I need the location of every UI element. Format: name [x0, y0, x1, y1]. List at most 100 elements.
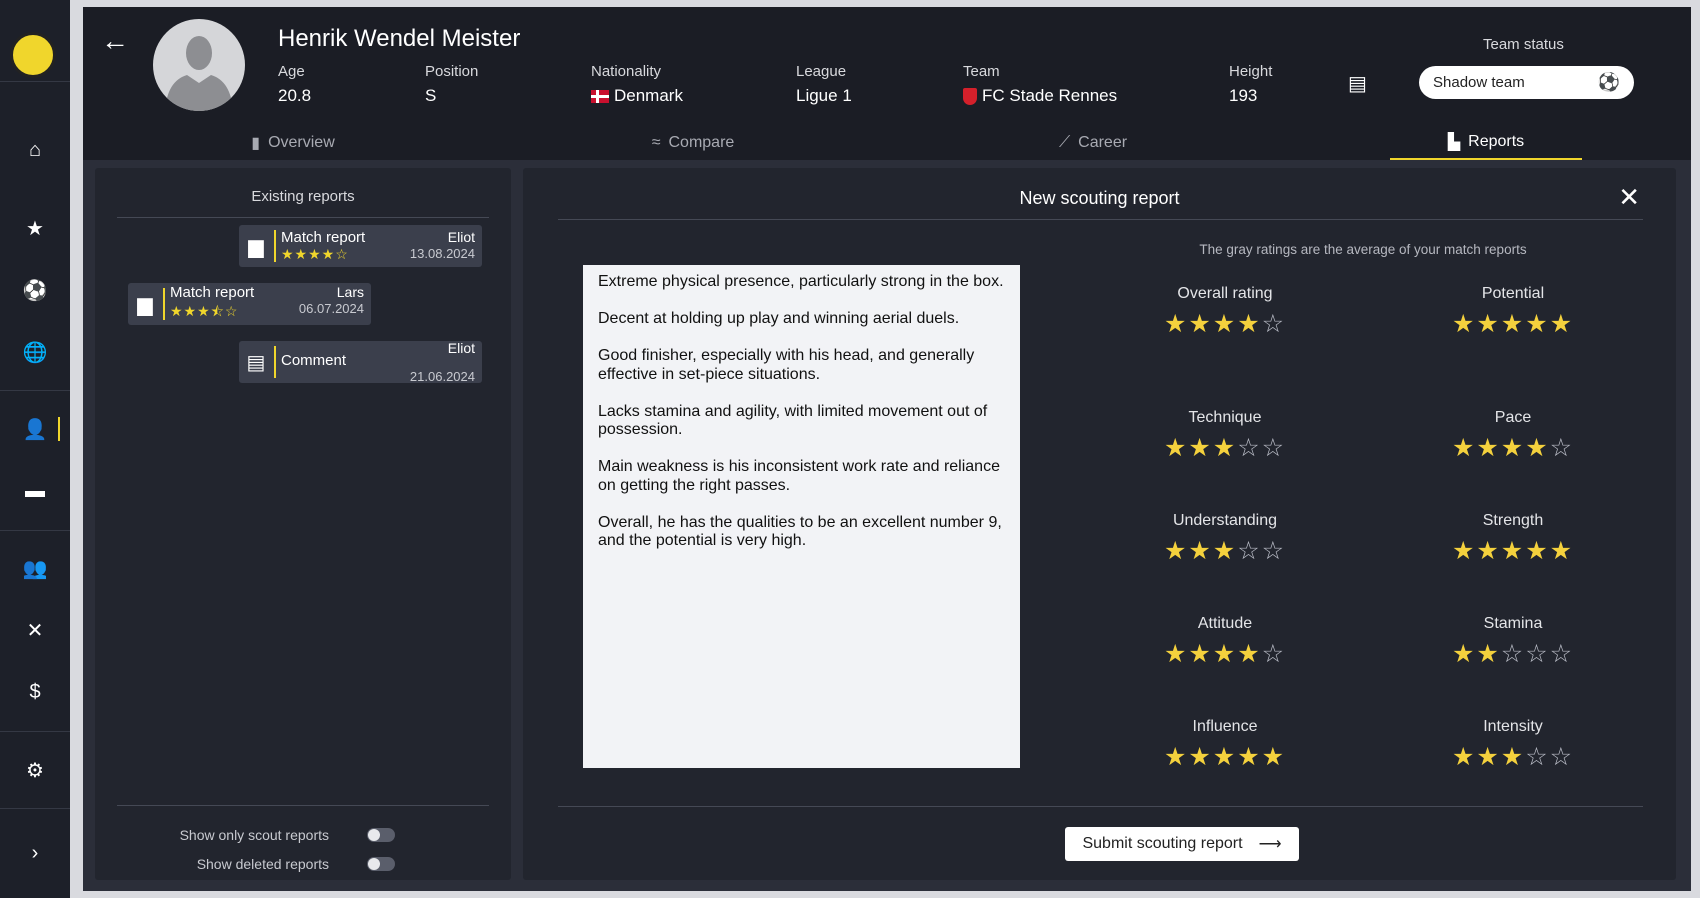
toggle-switch[interactable] — [367, 857, 395, 871]
star-icon[interactable]: ☆ — [1525, 743, 1550, 771]
star-icon[interactable]: ☆ — [1261, 640, 1287, 668]
star-icon: ★ — [26, 217, 44, 240]
report-stars: ★★★★☆ — [281, 246, 349, 262]
tab-career[interactable]: ⟋ Career — [993, 125, 1193, 160]
star-icon[interactable]: ★ — [1476, 434, 1501, 462]
field-league: League Ligue 1 — [796, 63, 852, 106]
star-icon[interactable]: ★ — [1188, 434, 1213, 462]
star-icon[interactable]: ★ — [1188, 537, 1213, 565]
star-icon[interactable]: ☆ — [1525, 640, 1550, 668]
star-icon[interactable]: ★ — [1212, 310, 1238, 338]
star-rating[interactable]: ★★★★☆ — [1105, 639, 1345, 669]
rating-technique: Technique ★★★☆☆ — [1105, 409, 1345, 463]
star-icon[interactable]: ★ — [1451, 743, 1477, 771]
sidebar-item-star[interactable]: ★ — [0, 208, 70, 248]
back-arrow-icon[interactable]: ← — [101, 25, 129, 56]
sidebar-item-home[interactable]: ⌂ — [0, 130, 70, 170]
star-icon[interactable]: ★ — [1188, 310, 1213, 338]
star-icon[interactable]: ★ — [1476, 537, 1501, 565]
star-icon[interactable]: ☆ — [1237, 537, 1262, 565]
star-icon[interactable]: ★ — [1212, 640, 1238, 668]
star-icon[interactable]: ★ — [1451, 310, 1477, 338]
star-icon[interactable]: ★ — [1549, 310, 1575, 338]
star-icon[interactable]: ★ — [1212, 434, 1238, 462]
star-icon[interactable]: ★ — [1451, 434, 1477, 462]
star-icon[interactable]: ★ — [1525, 434, 1550, 462]
star-icon[interactable]: ☆ — [1549, 434, 1575, 462]
star-rating[interactable]: ★★★☆☆ — [1105, 536, 1345, 566]
star-icon[interactable]: ★ — [1476, 310, 1501, 338]
star-rating[interactable]: ★★★★★ — [1393, 309, 1633, 339]
trend-icon: ⟋ — [1058, 133, 1071, 151]
star-icon[interactable]: ★ — [1237, 743, 1262, 771]
tab-label: Overview — [268, 133, 335, 151]
star-icon[interactable]: ★ — [1500, 537, 1526, 565]
star-icon[interactable]: ★ — [1549, 537, 1575, 565]
star-icon[interactable]: ★ — [1163, 310, 1189, 338]
star-icon[interactable]: ★ — [1525, 537, 1550, 565]
star-icon[interactable]: ☆ — [1549, 640, 1575, 668]
star-icon[interactable]: ★ — [1500, 434, 1526, 462]
star-icon[interactable]: ★ — [1451, 537, 1477, 565]
star-rating[interactable]: ★★★★★ — [1105, 742, 1345, 772]
star-rating[interactable]: ★★★☆☆ — [1393, 742, 1633, 772]
report-list-item[interactable]: ▤ Comment Eliot 21.06.2024 — [239, 340, 482, 384]
sidebar-item-dollar[interactable]: $ — [0, 672, 70, 712]
star-icon[interactable]: ★ — [1237, 640, 1262, 668]
sidebar-item-globe[interactable]: 🌐 — [0, 332, 70, 372]
star-icon[interactable]: ★ — [1261, 743, 1287, 771]
star-icon[interactable]: ★ — [1525, 310, 1550, 338]
report-list-item[interactable]: ▆ Match report Eliot ★★★★☆ 13.08.2024 — [239, 225, 482, 267]
sidebar-item-folder[interactable]: ▬ — [0, 471, 70, 511]
gear-icon: ⚙ — [26, 759, 44, 782]
star-icon[interactable]: ☆ — [1261, 537, 1287, 565]
report-list-item[interactable]: ▆ Match report Lars ★★★⯪☆ 06.07.2024 — [128, 283, 371, 325]
star-icon[interactable]: ★ — [1500, 743, 1526, 771]
star-rating[interactable]: ★★★★★ — [1393, 536, 1633, 566]
star-icon[interactable]: ☆ — [1261, 310, 1287, 338]
documents-icon[interactable]: ▤ — [1348, 73, 1367, 95]
star-icon[interactable]: ☆ — [1237, 434, 1262, 462]
star-icon[interactable]: ★ — [1476, 640, 1501, 668]
star-icon[interactable]: ★ — [1163, 743, 1189, 771]
tab-reports[interactable]: ▙ Reports — [1390, 125, 1582, 160]
field-value[interactable]: Ligue 1 — [796, 86, 852, 105]
star-icon[interactable]: ☆ — [1549, 743, 1575, 771]
submit-report-button[interactable]: Submit scouting report ⟶ — [1065, 827, 1299, 861]
star-rating[interactable]: ★★★★☆ — [1393, 433, 1633, 463]
star-icon[interactable]: ★ — [1451, 640, 1477, 668]
sidebar-item-football[interactable]: ⚽ — [0, 270, 70, 310]
star-rating[interactable]: ★★★★☆ — [1105, 309, 1345, 339]
field-nationality: Nationality Denmark — [591, 63, 683, 106]
star-icon[interactable]: ★ — [1188, 743, 1213, 771]
star-icon[interactable]: ★ — [1476, 743, 1501, 771]
comment-icon: ▤ — [246, 351, 266, 374]
sidebar-item-gear[interactable]: ⚙ — [0, 750, 70, 790]
team-status-select[interactable]: Shadow team ⚽ — [1419, 66, 1634, 99]
star-icon[interactable]: ★ — [1188, 640, 1213, 668]
sidebar-item-scout[interactable]: 👤 — [0, 409, 70, 449]
sidebar-item-people[interactable]: 👥 — [0, 548, 70, 588]
star-rating[interactable]: ★★☆☆☆ — [1393, 639, 1633, 669]
star-icon[interactable]: ★ — [1500, 310, 1526, 338]
star-icon[interactable]: ☆ — [1261, 434, 1287, 462]
sidebar-item-chevron-right[interactable]: › — [0, 833, 70, 873]
team-status-label: Team status — [1483, 36, 1564, 53]
sidebar-item-tools[interactable]: ✕ — [0, 610, 70, 650]
star-icon[interactable]: ★ — [1212, 537, 1238, 565]
close-icon[interactable]: ✕ — [1618, 182, 1640, 212]
existing-reports-panel: Existing reports ▆ Match report Eliot ★★★★☆… — [95, 168, 511, 880]
field-value[interactable]: FC Stade Rennes — [982, 86, 1118, 105]
star-icon[interactable]: ★ — [1212, 743, 1238, 771]
star-icon[interactable]: ★ — [1163, 640, 1189, 668]
star-icon[interactable]: ★ — [1237, 310, 1262, 338]
star-icon[interactable]: ★ — [1163, 537, 1189, 565]
rating-stamina: Stamina ★★☆☆☆ — [1393, 615, 1633, 669]
toggle-switch[interactable] — [367, 828, 395, 842]
star-icon[interactable]: ☆ — [1500, 640, 1526, 668]
tab-overview[interactable]: ▮ Overview — [193, 125, 393, 160]
star-rating[interactable]: ★★★☆☆ — [1105, 433, 1345, 463]
tab-compare[interactable]: ≈ Compare — [593, 125, 793, 160]
report-text-input[interactable]: Extreme physical presence, particularly … — [583, 265, 1020, 768]
star-icon[interactable]: ★ — [1163, 434, 1189, 462]
